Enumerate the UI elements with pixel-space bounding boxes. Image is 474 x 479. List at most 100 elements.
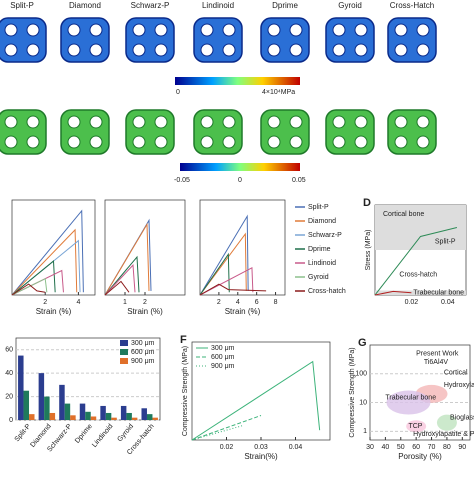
- bar: [49, 412, 56, 420]
- structure-pore: [222, 43, 236, 57]
- series-line: [104, 280, 130, 296]
- structure-label: Diamond: [69, 1, 101, 10]
- series-label: Cross-hatch: [399, 272, 437, 279]
- series-line: [11, 283, 46, 296]
- annotation: Ti6Al4V: [424, 359, 449, 366]
- structure-pore: [200, 135, 214, 149]
- structure-label: Dprime: [272, 1, 298, 10]
- structure-pore: [222, 115, 236, 129]
- structure-pore: [154, 135, 168, 149]
- series-line: [191, 415, 262, 441]
- legend-swatch: [120, 358, 128, 364]
- colorbar-label: 4×10⁴MPa: [262, 89, 295, 96]
- x-tick-label: 0.04: [289, 444, 303, 451]
- legend-label: 900 μm: [211, 363, 235, 370]
- structure-label: Lindinoid: [202, 1, 234, 10]
- structure-pore: [200, 23, 214, 37]
- annotation: Trabecular bone: [413, 290, 464, 297]
- structure-pore: [89, 115, 103, 129]
- structure-pore: [67, 135, 81, 149]
- cortical-band: [375, 205, 466, 250]
- x-tick-label: 70: [428, 444, 436, 451]
- structure-pore: [289, 115, 303, 129]
- y-tick-label: 10: [359, 399, 367, 406]
- legend-label: 900 μm: [131, 358, 155, 365]
- plot-frame: [199, 199, 286, 296]
- structure-pore: [132, 115, 146, 129]
- legend-label: 600 μm: [211, 354, 235, 361]
- panel-label: G: [358, 337, 367, 349]
- legend-swatch: [120, 340, 128, 346]
- structure-pore: [26, 23, 40, 37]
- y-tick-label: 1: [363, 428, 367, 435]
- structure-pore: [354, 115, 368, 129]
- bar: [131, 417, 138, 420]
- structure-pore: [354, 23, 368, 37]
- plot-frame: [369, 344, 471, 441]
- bar: [85, 411, 91, 420]
- bar: [100, 405, 106, 420]
- legend-label: Split-P: [308, 204, 329, 211]
- x-tick-label: 50: [397, 444, 405, 451]
- colorbar-label: -0.05: [174, 177, 190, 184]
- structure-pore: [89, 135, 103, 149]
- structure-pore: [132, 23, 146, 37]
- structure-pore: [154, 115, 168, 129]
- x-axis-label: Strain (%): [225, 307, 261, 316]
- y-axis-label: Stress (MPa): [365, 230, 372, 271]
- annotation: Present Work: [416, 351, 459, 358]
- bar: [44, 396, 50, 420]
- structure-model: [387, 17, 437, 63]
- structure-model: [60, 17, 110, 63]
- y-axis-label: Compressive Strength (MPa): [349, 347, 356, 437]
- legend-label: Dprime: [308, 246, 331, 253]
- material-region: [406, 420, 427, 433]
- x-tick-label: 0.02: [405, 299, 419, 306]
- x-tick-label: 2: [217, 299, 221, 306]
- structure-pore: [416, 23, 430, 37]
- structure-label: Gyroid: [338, 1, 362, 10]
- structure-pore: [332, 135, 346, 149]
- x-tick-label: 30: [366, 444, 374, 451]
- structure-pore: [289, 135, 303, 149]
- structure-label: Split-P: [10, 1, 34, 10]
- structure-pore: [332, 23, 346, 37]
- structure-pore: [67, 23, 81, 37]
- x-axis-label: Strain (%): [36, 307, 72, 316]
- structure-pore: [200, 43, 214, 57]
- panel-label: D: [363, 197, 371, 209]
- x-tick-label: 0.04: [441, 299, 455, 306]
- y-tick-label: 20: [5, 393, 13, 400]
- y-tick-label: 100: [355, 371, 367, 378]
- structure-pore: [132, 135, 146, 149]
- structure-pore: [89, 23, 103, 37]
- structure-pore: [4, 115, 18, 129]
- structure-pore: [289, 23, 303, 37]
- structure-label: Cross-Hatch: [390, 1, 434, 10]
- structure-model: [125, 17, 175, 63]
- x-tick-label: 60: [412, 444, 420, 451]
- bar: [79, 403, 86, 420]
- structure-pore: [4, 23, 18, 37]
- structure-pore: [132, 43, 146, 57]
- legend-label: 600 μm: [131, 349, 155, 356]
- structure-pore: [154, 43, 168, 57]
- x-tick-label: 40: [381, 444, 389, 451]
- x-tick-label: 8: [274, 299, 278, 306]
- legend-label: Lindinoid: [308, 260, 336, 267]
- series-line: [104, 222, 150, 296]
- x-tick-label: 1: [123, 299, 127, 306]
- structure-pore: [4, 135, 18, 149]
- x-tick-label: 2: [143, 299, 147, 306]
- legend-label: Gyroid: [308, 274, 329, 281]
- y-axis-label: Compressive Strength (MPa): [182, 346, 189, 436]
- x-axis-label: Strain (%): [127, 307, 163, 316]
- trabecular-band: [375, 290, 466, 295]
- series-line: [11, 260, 56, 296]
- x-tick-label: 80: [443, 444, 451, 451]
- x-tick-label: 0.03: [254, 444, 268, 451]
- bar: [146, 414, 153, 420]
- annotation: Bioglasses: [450, 414, 474, 421]
- colorbar-label: 0.05: [292, 177, 306, 184]
- bar: [18, 355, 24, 420]
